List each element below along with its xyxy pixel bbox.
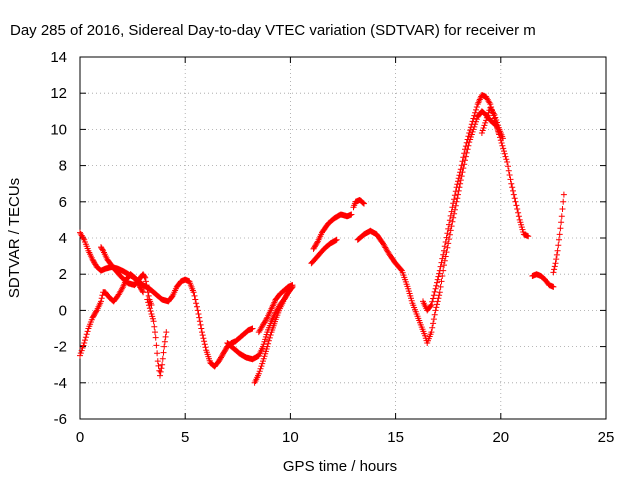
axis-ticks: 0 5 10 15 20 25 -6 -4 -2 0 2 4 6 8 10 12 14 [50, 49, 614, 446]
series-markers [98, 244, 155, 308]
y-tick-label: -6 [54, 411, 67, 428]
series-markers [251, 283, 296, 386]
series-trace-d [144, 296, 170, 379]
y-tick-label: 4 [59, 230, 67, 247]
series-markers [420, 92, 502, 314]
series-markers [550, 191, 567, 276]
series-markers [310, 211, 355, 252]
series-markers [478, 104, 506, 142]
series-trace-l [420, 92, 502, 314]
series-trace-g [255, 282, 296, 336]
grid-lines [80, 57, 606, 419]
series-trace-i [310, 211, 355, 252]
series-trace-o [550, 191, 567, 276]
y-tick-label: 12 [50, 85, 67, 102]
y-tick-label: 14 [50, 49, 67, 66]
y-tick-label: 2 [59, 266, 67, 283]
y-tick-label: 8 [59, 158, 67, 175]
series-trace-k [354, 108, 532, 346]
series-markers [77, 229, 256, 370]
x-tick-label: 25 [598, 429, 615, 446]
x-tick-label: 15 [387, 429, 404, 446]
y-tick-label: 0 [59, 302, 67, 319]
y-tick-label: 6 [59, 194, 67, 211]
series-trace-n [529, 271, 557, 290]
x-tick-label: 5 [181, 429, 189, 446]
y-tick-label: -2 [54, 339, 67, 356]
chart-title: Day 285 of 2016, Sidereal Day-to-day VTE… [10, 22, 536, 39]
series-trace-j [350, 197, 367, 211]
series-trace-m [478, 104, 506, 142]
series-markers [354, 108, 532, 346]
series-markers [308, 236, 340, 267]
series-markers [350, 197, 367, 211]
series-markers [255, 282, 296, 336]
x-tick-label: 0 [76, 429, 84, 446]
x-tick-label: 20 [492, 429, 509, 446]
x-axis-label: GPS time / hours [283, 458, 397, 475]
series-trace-c [98, 244, 155, 308]
y-tick-label: 10 [50, 121, 67, 138]
y-axis-label: SDTVAR / TECUs [6, 178, 23, 298]
series-trace-a [77, 229, 256, 370]
series-markers [144, 296, 170, 379]
series-trace-f [251, 283, 296, 386]
x-tick-label: 10 [282, 429, 299, 446]
data-markers [77, 92, 567, 386]
series-trace-h [308, 236, 340, 267]
series-markers [529, 271, 557, 290]
y-tick-label: -4 [54, 375, 67, 392]
